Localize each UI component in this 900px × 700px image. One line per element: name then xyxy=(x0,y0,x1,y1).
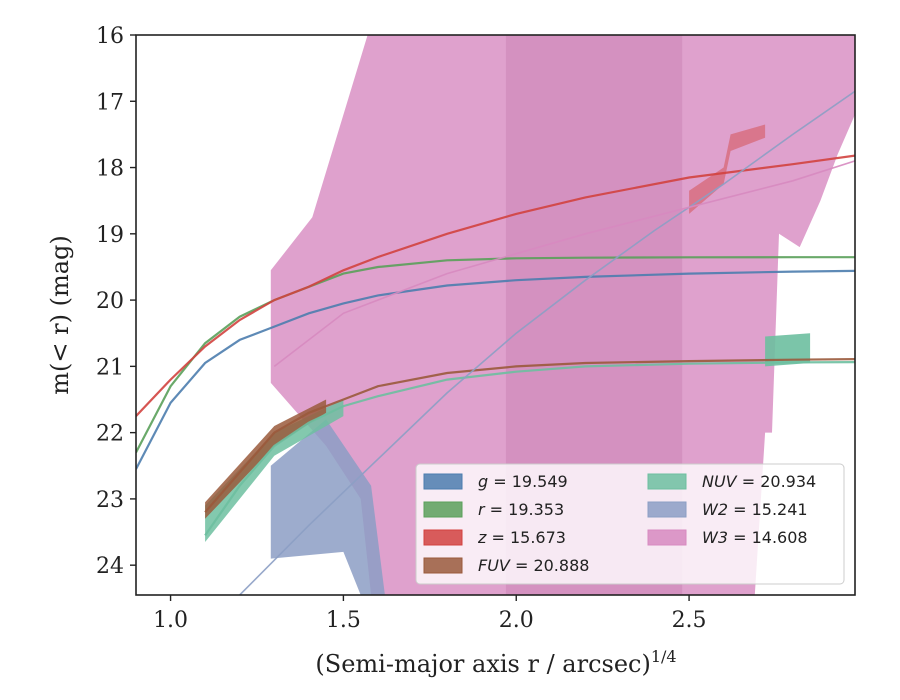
series-line-nuv xyxy=(204,361,855,537)
legend-label-w2: W2 = 15.241 xyxy=(702,500,808,519)
legend-label-z: z = 15.673 xyxy=(477,528,566,547)
series-line-r xyxy=(136,256,855,454)
y-tick-label: 20 xyxy=(96,289,124,314)
x-tick-label: 1.0 xyxy=(153,608,188,633)
legend-swatch-r xyxy=(423,501,463,518)
x-tick-label: 2.5 xyxy=(672,608,707,633)
legend-label-r: r = 19.353 xyxy=(478,500,564,519)
series-line-z xyxy=(136,154,855,417)
legend: g = 19.549 r = 19.353 z = 15.673 FUV = 20.8… xyxy=(415,463,845,585)
y-axis-ticks: 16 17 18 19 20 21 22 23 24 xyxy=(96,24,136,579)
series-line-w3 xyxy=(273,160,855,368)
x-tick-label: 2.0 xyxy=(499,608,534,633)
legend-label-fuv: FUV = 20.888 xyxy=(478,556,589,575)
legend-swatch-g xyxy=(423,473,463,490)
series-lines xyxy=(136,90,855,595)
legend-swatch-fuv xyxy=(423,557,463,574)
x-tick-label: 1.5 xyxy=(326,608,361,633)
y-tick-label: 19 xyxy=(96,223,124,248)
series-line-g xyxy=(136,269,855,470)
y-tick-label: 16 xyxy=(96,24,124,49)
series-line-w2 xyxy=(239,90,855,595)
x-axis-ticks: 1.0 1.5 2.0 2.5 xyxy=(153,595,707,633)
w3-inner-band xyxy=(505,35,683,595)
x-axis-label: (Semi-major axis r / arcsec)1/4 xyxy=(315,647,676,678)
legend-swatch-nuv xyxy=(647,473,687,490)
y-tick-label: 21 xyxy=(96,355,124,380)
series-line-fuv xyxy=(204,358,855,513)
y-tick-label: 17 xyxy=(96,90,124,115)
y-axis-label: m(< r) (mag) xyxy=(46,235,74,394)
legend-label-g: g = 19.549 xyxy=(478,472,568,491)
z-uncertainty-band xyxy=(689,124,766,214)
legend-label-w3: W3 = 14.608 xyxy=(702,528,808,547)
nuv-uncertainty-band xyxy=(205,399,344,542)
y-tick-label: 18 xyxy=(96,157,124,182)
y-tick-label: 23 xyxy=(96,488,124,513)
legend-swatch-w2 xyxy=(647,501,687,518)
nuv-outer-band xyxy=(765,333,811,367)
y-tick-label: 24 xyxy=(96,554,124,579)
legend-swatch-w3 xyxy=(647,529,687,546)
plot-frame xyxy=(135,34,856,596)
y-tick-label: 22 xyxy=(96,422,124,447)
legend-label-nuv: NUV = 20.934 xyxy=(702,472,816,491)
legend-box xyxy=(415,463,845,585)
fuv-uncertainty-band xyxy=(205,399,327,519)
legend-swatch-z xyxy=(423,529,463,546)
